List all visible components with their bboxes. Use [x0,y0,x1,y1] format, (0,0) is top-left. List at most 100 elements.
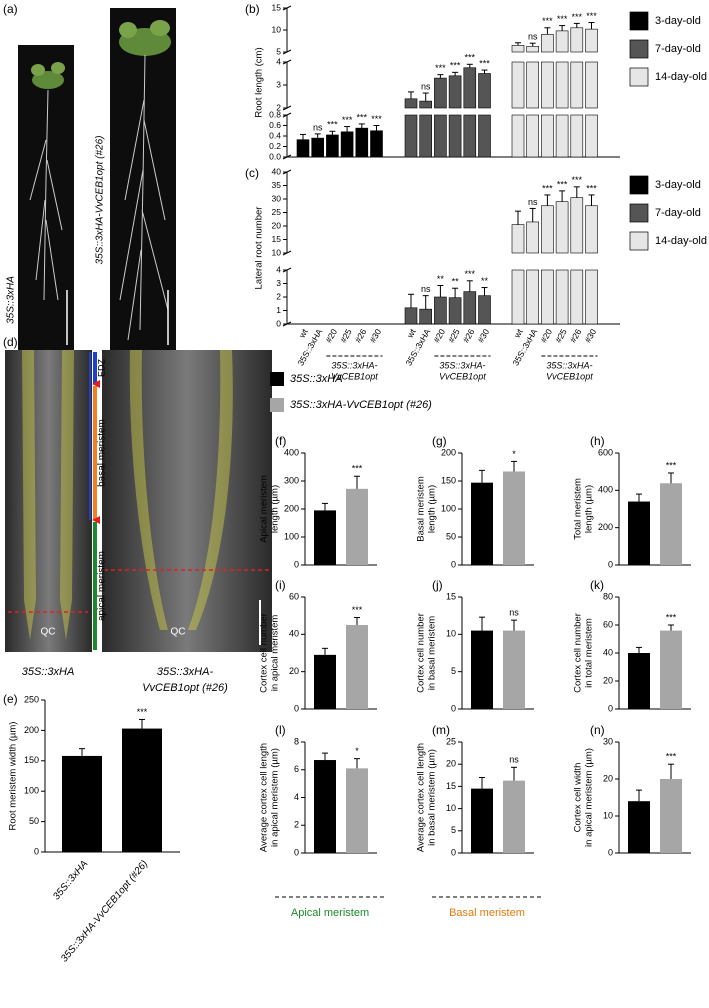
region-label: Apical meristem [291,907,369,919]
significance: *** [465,53,476,63]
y-axis-label: length (µm) [584,485,595,533]
y-tick-label: 200 [284,503,299,513]
bar [526,221,540,254]
y-tick-label: 20 [446,759,456,769]
y-tick-label: 10 [272,24,282,34]
y-tick-label: 30 [603,736,613,746]
x-tick-label: #20 [323,327,339,345]
y-tick-label: 0 [294,559,299,569]
significance: ns [528,32,538,42]
y-tick-label: 0 [294,847,299,857]
y-tick-label: 250 [24,694,39,704]
significance: *** [557,179,568,189]
legend-label: 14-day-old [655,71,707,83]
bar [585,269,598,325]
bar [628,653,650,709]
legend-label: 7-day-old [655,43,701,55]
bar [585,205,598,254]
y-tick-label: 15 [272,234,282,244]
y-axis-label: Cortex cell number [573,613,584,693]
significance: ns [509,608,519,618]
y-tick-label: 0 [451,559,456,569]
bar [346,768,368,853]
bar [346,625,368,709]
y-tick-label: 200 [24,725,39,735]
bar [296,139,310,158]
significance: ns [421,284,431,294]
legend-label: 14-day-old [655,235,707,247]
significance: *** [666,612,677,622]
significance: *** [586,11,597,21]
bar [448,114,462,158]
y-axis-label: in basal meristem [427,616,438,691]
significance: *** [450,61,461,71]
y-tick-label: 15 [446,591,456,601]
y-tick-label: 1 [276,305,281,315]
zone-label: basal meristem [97,419,108,487]
y-tick-label: 0 [451,847,456,857]
bar [340,131,354,158]
y-tick-label: 0 [608,847,613,857]
significance: *** [666,752,677,762]
panel-label: (c) [245,166,259,180]
significance: *** [542,183,553,193]
panel-label: (h) [590,434,605,448]
panel-label: (j) [432,578,443,592]
legend-swatch [629,175,649,195]
x-tick-label: #25 [338,327,354,345]
bar [628,801,650,853]
panel-label: (n) [590,723,605,737]
y-tick-label: 20 [289,666,299,676]
bar [419,114,433,158]
bar [585,61,598,109]
y-tick-label: 4 [294,792,299,802]
significance: ** [481,276,489,286]
y-tick-label: 6 [294,764,299,774]
y-tick-label: 20 [603,773,613,783]
legend-swatch [629,67,649,87]
significance: *** [542,16,553,26]
significance: *** [586,183,597,193]
bar [478,295,491,325]
bar [660,483,682,565]
bar [526,114,540,158]
bar [326,134,339,158]
bar [570,197,584,254]
y-axis-label: Apical meristem [259,475,270,543]
y-axis-label: Basal meristem [416,476,427,542]
bar [585,114,598,158]
significance: * [355,746,359,756]
photo-label: 35S::3xHA-VvCEB1opt (#26) [95,136,106,265]
zone-label: EDZ [96,358,106,377]
y-axis-label: Root length (cm) [254,47,265,117]
bar [511,45,525,53]
bar [478,114,491,158]
bar [419,308,433,325]
photo-d [5,350,272,652]
y-tick-label: 40 [603,647,613,657]
y-tick-label: 400 [284,447,299,457]
bar [526,269,540,325]
y-tick-label: 15 [446,781,456,791]
y-axis-label: Cortex cell number [259,613,270,693]
bracket-label: VvCEB1opt [439,371,486,381]
y-tick-label: 20 [603,675,613,685]
bracket-label: 35S::3xHA- [439,360,485,370]
x-tick-label: #25 [446,327,462,345]
y-tick-label: 200 [441,447,456,457]
significance: *** [572,175,583,185]
bar [471,788,493,853]
bar [471,482,493,565]
y-tick-label: 50 [29,816,39,826]
y-tick-label: 0 [34,846,39,856]
significance: *** [137,707,148,717]
y-tick-label: 600 [598,447,613,457]
y-tick-label: 40 [289,629,299,639]
y-tick-label: 10 [603,810,613,820]
y-tick-label: 25 [272,207,282,217]
x-tick-label: #26 [353,327,369,345]
significance: *** [327,120,338,130]
bar [503,780,525,853]
y-axis-label: in apical meristem [270,615,281,692]
significance: *** [666,460,677,470]
